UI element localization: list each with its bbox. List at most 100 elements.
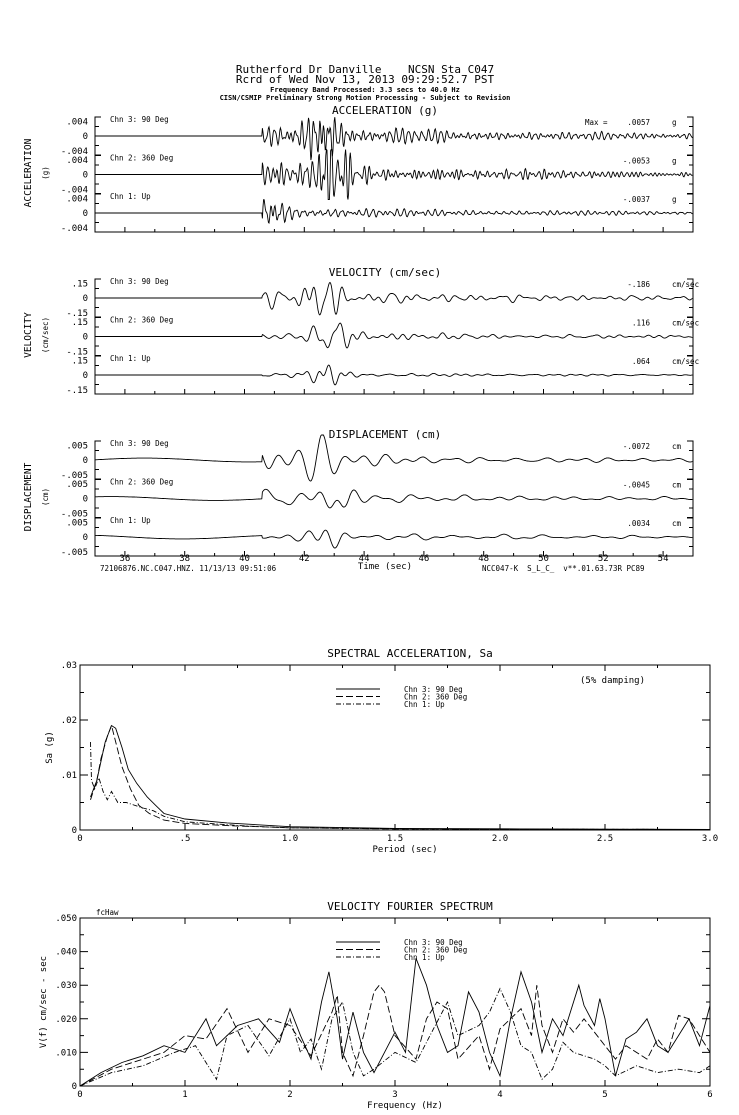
waveform-trace [95, 281, 693, 316]
y-tick-label: 0 [83, 333, 88, 343]
x-tick-label: 4 [497, 1090, 502, 1100]
y-tick-label: -.15 [66, 386, 88, 396]
x-tick-label: 0 [77, 1090, 82, 1100]
channel-label: Chn 3: 90 Deg [110, 115, 169, 124]
x-axis [95, 551, 693, 557]
channel-label: Chn 1: Up [110, 516, 151, 525]
x-axis-label: Period (sec) [372, 845, 437, 855]
y-tick-label: 0 [83, 456, 88, 466]
x-tick-label: 1 [182, 1090, 187, 1100]
y-tick-label: .004 [66, 156, 88, 166]
peak-value: .0057 [627, 118, 650, 127]
y-tick-label: .010 [55, 1048, 77, 1058]
y-tick-label: .005 [66, 519, 88, 529]
x-tick-label: 5 [602, 1090, 607, 1100]
y-tick-label: .030 [55, 981, 77, 991]
peak-value: -.0053 [623, 157, 650, 166]
panel-side-label: VELOCITY [23, 312, 34, 358]
y-tick-label: .005 [66, 480, 88, 490]
y-tick-label: .01 [61, 771, 77, 781]
y-tick-label: .040 [55, 948, 77, 958]
y-tick-label: .005 [66, 442, 88, 452]
y-tick-label: .020 [55, 1015, 77, 1025]
legend-label: Chn 3: 90 Deg [404, 938, 463, 947]
series-line-dashed [90, 724, 711, 830]
chart-title: SPECTRAL ACCELERATION, Sa [327, 647, 493, 660]
panel-unit-label: (g) [41, 166, 50, 180]
channel-label: Chn 3: 90 Deg [110, 439, 169, 448]
time-tick-label: 40 [239, 554, 250, 564]
row-y-ticks [95, 203, 693, 223]
y-tick-label: .004 [66, 195, 88, 205]
time-tick-label: 46 [418, 554, 429, 564]
x-axis [95, 389, 693, 395]
y-tick-label: 0 [83, 209, 88, 219]
header-processing: CISN/CSMIP Preliminary Strong Motion Pro… [220, 94, 511, 102]
y-tick-label: -.004 [61, 186, 88, 196]
series-line-solid [79, 958, 711, 1087]
x-tick-label: 3.0 [702, 834, 718, 844]
footer-processing-id: NCC047-K S_L_C_ v**.01.63.73R PC89 [482, 564, 645, 573]
y-tick-label: -.004 [61, 224, 88, 234]
series-line-dashed [79, 984, 711, 1087]
waveform-trace [95, 117, 693, 161]
time-tick-label: 42 [299, 554, 310, 564]
series-line-dashdot [90, 741, 711, 830]
x-tick-label: .5 [180, 834, 191, 844]
time-tick-label: 36 [119, 554, 130, 564]
time-tick-label: 52 [598, 554, 609, 564]
x-tick-label: 3 [392, 1090, 397, 1100]
panel-title: DISPLACEMENT (cm) [329, 428, 442, 441]
velocity-fourier-spectrum-chart: VELOCITY FOURIER SPECTRUM 0 1 2 3 4 5 6 .050 .040… [39, 900, 713, 1111]
spectral-acceleration-chart: SPECTRAL ACCELERATION, Sa 0 .5 1.0 1.5 2.0 2.5… [45, 647, 718, 855]
y-tick-label: -.15 [66, 348, 88, 358]
y-tick-label: .03 [61, 661, 77, 671]
peak-value: -.0045 [623, 481, 650, 490]
peak-unit: g [672, 118, 677, 127]
time-tick-label: 48 [478, 554, 489, 564]
row-y-ticks [95, 527, 693, 547]
channel-label: Chn 1: Up [110, 192, 151, 201]
corner-label: fcHaw [96, 908, 119, 917]
y-tick-label: -.004 [61, 147, 88, 157]
panel-title: ACCELERATION (g) [332, 104, 438, 117]
legend-label: Chn 1: Up [404, 700, 445, 709]
y-tick-label: -.005 [61, 548, 88, 558]
plot-frame [79, 917, 711, 1087]
panel-unit-label: (cm) [41, 488, 50, 506]
max-label: Max = [585, 118, 608, 127]
time-tick-label: 50 [538, 554, 549, 564]
y-tick-label: 0 [83, 171, 88, 181]
waveform-trace [94, 529, 693, 549]
peak-value: -.0037 [623, 195, 650, 204]
panel-acceleration: ACCELERATION (g) ACCELERATION (g) .004 0 -.00… [23, 104, 694, 234]
peak-value: .116 [632, 319, 651, 328]
row-y-ticks [95, 365, 693, 385]
peak-unit: g [672, 195, 677, 204]
waveform-trace [95, 199, 693, 224]
peak-value: .064 [632, 357, 651, 366]
channel-label: Chn 2: 360 Deg [110, 154, 173, 163]
y-tick-label: .15 [72, 318, 88, 328]
y-tick-label: 0 [83, 533, 88, 543]
y-tick-label: .02 [61, 716, 77, 726]
axis-ticks [79, 664, 711, 831]
panel-displacement: DISPLACEMENT (cm) DISPLACEMENT (cm) .005 0 -.… [23, 428, 694, 564]
row-y-ticks [95, 450, 693, 470]
y-tick-label: 0 [83, 132, 88, 142]
peak-value: .0034 [627, 519, 650, 528]
peak-unit: cm/sec [672, 280, 699, 289]
row-y-ticks [95, 488, 693, 509]
legend-label: Chn 2: 360 Deg [404, 693, 467, 702]
y-tick-label: -.15 [66, 309, 88, 319]
x-tick-label: 2.0 [492, 834, 508, 844]
channel-label: Chn 3: 90 Deg [110, 277, 169, 286]
legend-label: Chn 3: 90 Deg [404, 685, 463, 694]
y-axis-label: Sa (g) [45, 731, 55, 764]
y-tick-label: -.005 [61, 510, 88, 520]
x-tick-label: 2 [287, 1090, 292, 1100]
damping-annotation: (5% damping) [580, 676, 645, 686]
x-tick-label: 1.0 [282, 834, 298, 844]
time-series-panels: ACCELERATION (g) ACCELERATION (g) .004 0 -.00… [23, 104, 699, 564]
